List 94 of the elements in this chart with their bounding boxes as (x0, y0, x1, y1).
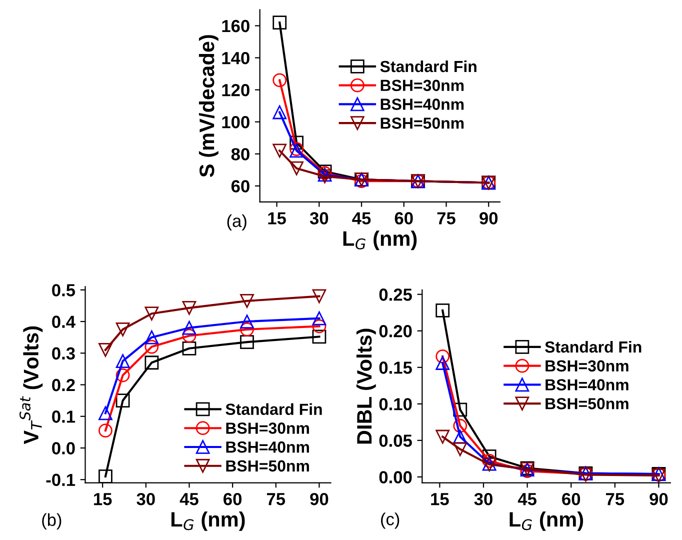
x-tick-label: 15 (94, 493, 112, 506)
x-axis-title: L$_{G}$ (nm) (171, 511, 245, 531)
point (116, 394, 130, 408)
legend-label: Standard Fin (545, 340, 642, 353)
point (312, 289, 326, 304)
x-axis-title: L$_{G}$ (nm) (510, 511, 584, 531)
point (144, 306, 159, 321)
point (436, 356, 450, 370)
y-tick-label: 0.2 (52, 378, 75, 392)
point (98, 406, 112, 420)
legend-label: BSH=40nm (546, 379, 628, 390)
y-tick-label: 0.1 (52, 410, 76, 423)
x-tick-label: 90 (480, 212, 498, 224)
y-tick-label: 60 (231, 180, 250, 192)
point (290, 136, 304, 150)
legend-label: BSH=30nm (380, 80, 464, 92)
point (182, 341, 196, 356)
x-tick-label: 45 (180, 493, 198, 506)
y-tick-label: 120 (222, 84, 250, 96)
y-tick-label: 0.0 (52, 442, 75, 454)
x-tick-label: 60 (562, 492, 580, 506)
x-tick-label: 45 (518, 493, 536, 506)
point (116, 354, 130, 368)
point (240, 294, 254, 308)
y-tick-label: 0.10 (379, 398, 412, 410)
text: (b) (42, 513, 62, 530)
legend-label: BSH=30nm (546, 360, 628, 372)
point (312, 311, 326, 326)
point (144, 356, 159, 370)
y-tick-label: 0.25 (379, 288, 412, 301)
legend-label: BSH=40nm (226, 441, 309, 453)
point (482, 454, 496, 468)
x-tick-label: 45 (352, 212, 371, 224)
point (240, 335, 254, 350)
y-axis-title: V$_{T}$$^{Sat}$ (Volts) (20, 326, 43, 444)
point (453, 442, 468, 456)
point (240, 322, 254, 336)
legend-label: BSH=40nm (380, 98, 464, 110)
point (116, 368, 130, 382)
y-tick-label: 140 (222, 52, 250, 64)
point (453, 418, 468, 433)
legend-label: BSH=50nm (546, 398, 628, 410)
x-tick-label: 75 (266, 493, 286, 506)
point (182, 300, 196, 315)
point (272, 73, 287, 88)
legend-label: BSH=50nm (226, 460, 309, 472)
x-tick-label: 30 (310, 212, 328, 224)
legend-label: BSH=30nm (226, 422, 309, 434)
x-axis-title: L$_{G}$ (nm) (343, 230, 417, 250)
point (272, 144, 287, 158)
legend-label: BSH=50nm (380, 118, 464, 129)
y-tick-label: 0.00 (379, 471, 412, 484)
point (182, 328, 196, 343)
x-tick-label: 75 (606, 493, 624, 506)
x-tick-label: 90 (310, 492, 328, 506)
y-tick-label: -0.1 (46, 474, 76, 486)
point (312, 319, 326, 334)
point (98, 424, 112, 438)
text: (a) (227, 214, 246, 231)
point (144, 340, 159, 354)
x-tick-label: 30 (136, 492, 155, 506)
y-tick-label: 80 (231, 148, 250, 160)
point (436, 349, 450, 364)
y-tick-label: 160 (222, 20, 250, 32)
legend-label: Standard Fin (226, 403, 322, 415)
point (98, 469, 112, 483)
x-tick-label: 90 (650, 492, 668, 506)
legend-label: Standard Fin (380, 60, 476, 72)
point (240, 314, 254, 328)
point (182, 320, 196, 335)
y-axis-title: DIBL (Volts) (356, 328, 376, 444)
y-tick-label: 0.3 (52, 347, 75, 360)
point (144, 330, 159, 344)
x-tick-label: 15 (431, 493, 449, 506)
y-tick-label: 0.20 (379, 325, 412, 338)
point (436, 303, 450, 318)
text: (c) (381, 512, 400, 529)
y-tick-label: 0.4 (52, 316, 76, 328)
point (272, 16, 287, 30)
y-tick-label: 0.05 (379, 434, 412, 447)
point (453, 402, 468, 417)
x-tick-label: 15 (268, 212, 286, 224)
y-tick-label: 100 (222, 116, 250, 128)
point (312, 330, 326, 344)
y-tick-label: 0.5 (52, 284, 76, 296)
y-axis-title: S (mV/decade) (198, 35, 218, 178)
x-tick-label: 30 (474, 492, 492, 506)
y-tick-label: 0.15 (379, 362, 412, 374)
point (272, 105, 287, 120)
point (290, 161, 304, 176)
x-tick-label: 75 (437, 212, 456, 224)
point (116, 322, 130, 336)
point (98, 343, 112, 357)
point (436, 430, 450, 444)
